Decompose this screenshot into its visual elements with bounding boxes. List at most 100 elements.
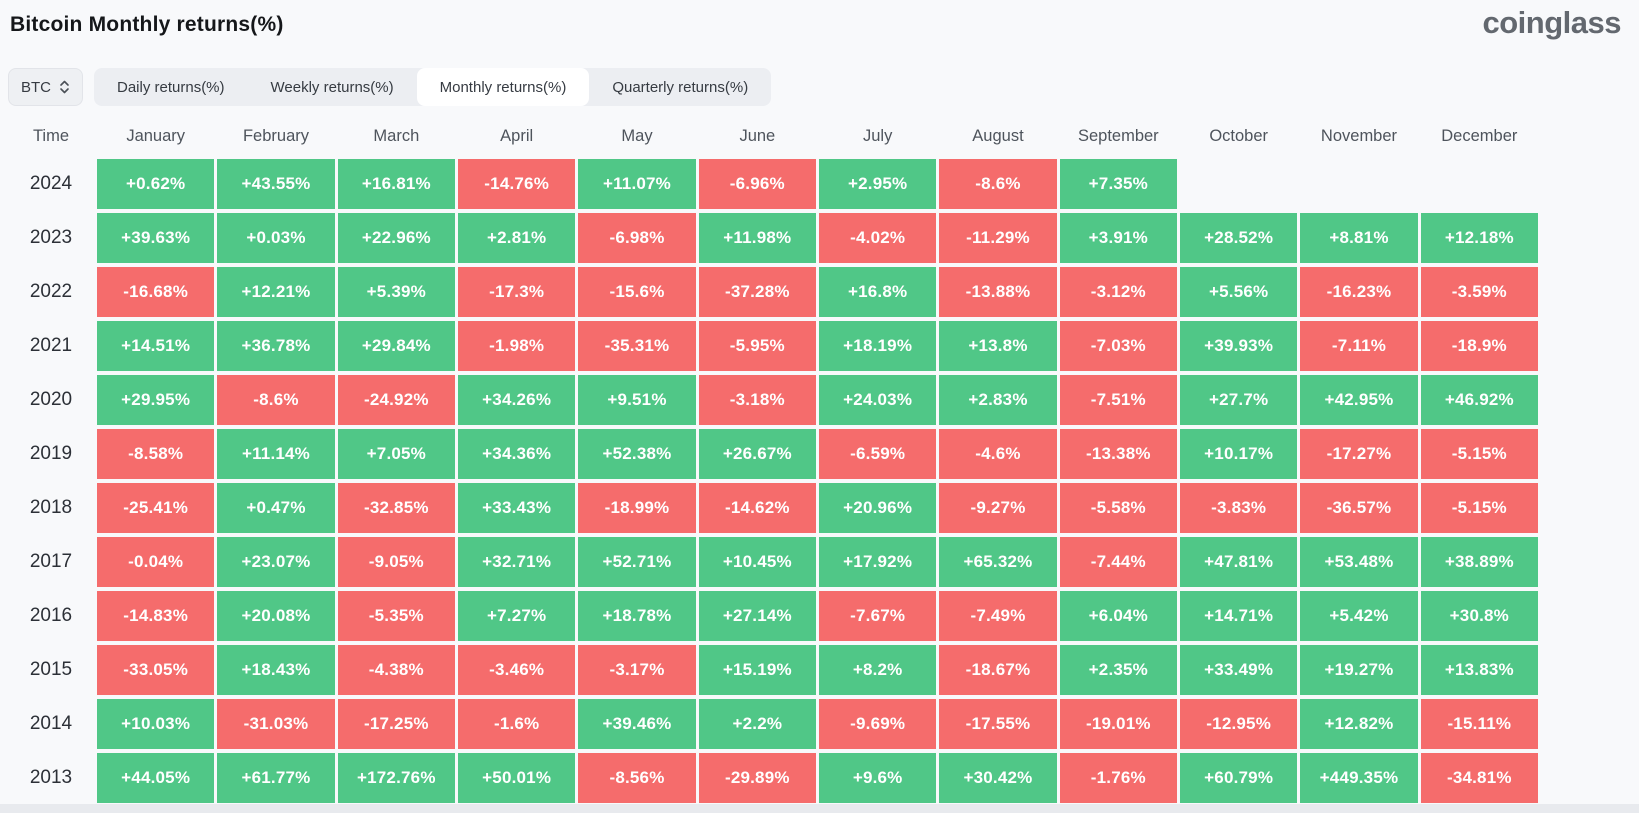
return-cell[interactable]: -13.38% bbox=[1059, 429, 1177, 479]
return-cell[interactable]: -3.59% bbox=[1420, 267, 1538, 317]
return-cell[interactable]: +20.08% bbox=[217, 591, 335, 641]
return-cell[interactable]: -13.88% bbox=[939, 267, 1057, 317]
return-cell[interactable]: +10.03% bbox=[97, 699, 215, 749]
return-cell[interactable]: -14.83% bbox=[97, 591, 215, 641]
return-cell[interactable]: +34.26% bbox=[458, 375, 576, 425]
return-cell[interactable]: +26.67% bbox=[698, 429, 816, 479]
return-cell[interactable]: +50.01% bbox=[458, 753, 576, 803]
return-cell[interactable]: +10.45% bbox=[698, 537, 816, 587]
return-cell[interactable]: -35.31% bbox=[578, 321, 696, 371]
return-cell[interactable]: +24.03% bbox=[819, 375, 937, 425]
return-cell[interactable]: -14.76% bbox=[458, 159, 576, 209]
tab-quarterly-returns[interactable]: Quarterly returns(%) bbox=[612, 78, 749, 96]
return-cell[interactable]: -18.9% bbox=[1420, 321, 1538, 371]
return-cell[interactable]: -1.98% bbox=[458, 321, 576, 371]
return-cell[interactable]: -1.6% bbox=[458, 699, 576, 749]
return-cell[interactable]: +2.95% bbox=[819, 159, 937, 209]
return-cell[interactable]: -29.89% bbox=[698, 753, 816, 803]
return-cell[interactable]: +15.19% bbox=[698, 645, 816, 695]
return-cell[interactable]: +18.19% bbox=[819, 321, 937, 371]
return-cell[interactable]: +39.93% bbox=[1180, 321, 1298, 371]
return-cell[interactable]: +52.71% bbox=[578, 537, 696, 587]
return-cell[interactable]: -9.05% bbox=[337, 537, 455, 587]
return-cell[interactable]: -33.05% bbox=[97, 645, 215, 695]
return-cell[interactable]: +27.7% bbox=[1180, 375, 1298, 425]
return-cell[interactable]: +2.81% bbox=[458, 213, 576, 263]
return-cell[interactable]: +18.78% bbox=[578, 591, 696, 641]
return-cell[interactable]: +16.81% bbox=[337, 159, 455, 209]
return-cell[interactable]: -15.11% bbox=[1420, 699, 1538, 749]
return-cell[interactable]: +14.51% bbox=[97, 321, 215, 371]
return-cell[interactable]: -25.41% bbox=[97, 483, 215, 533]
return-cell[interactable]: +33.43% bbox=[458, 483, 576, 533]
return-cell[interactable]: +13.8% bbox=[939, 321, 1057, 371]
return-cell[interactable]: -9.27% bbox=[939, 483, 1057, 533]
return-cell[interactable]: -5.35% bbox=[337, 591, 455, 641]
return-cell[interactable]: -5.15% bbox=[1420, 483, 1538, 533]
return-cell[interactable]: -12.95% bbox=[1180, 699, 1298, 749]
return-cell[interactable]: +19.27% bbox=[1300, 645, 1418, 695]
return-cell[interactable]: +53.48% bbox=[1300, 537, 1418, 587]
return-cell[interactable]: -5.15% bbox=[1420, 429, 1538, 479]
return-cell[interactable]: +5.42% bbox=[1300, 591, 1418, 641]
return-cell[interactable]: -24.92% bbox=[337, 375, 455, 425]
return-cell[interactable]: -7.51% bbox=[1059, 375, 1177, 425]
return-cell[interactable]: -36.57% bbox=[1300, 483, 1418, 533]
return-cell[interactable]: -3.12% bbox=[1059, 267, 1177, 317]
return-cell[interactable]: +172.76% bbox=[337, 753, 455, 803]
return-cell[interactable]: -8.56% bbox=[578, 753, 696, 803]
horizontal-scrollbar[interactable] bbox=[0, 804, 1639, 813]
return-cell[interactable]: +30.42% bbox=[939, 753, 1057, 803]
return-cell[interactable]: +34.36% bbox=[458, 429, 576, 479]
return-cell[interactable]: -8.6% bbox=[217, 375, 335, 425]
return-cell[interactable]: +11.14% bbox=[217, 429, 335, 479]
return-cell[interactable]: +9.51% bbox=[578, 375, 696, 425]
return-cell[interactable]: +5.56% bbox=[1180, 267, 1298, 317]
return-cell[interactable]: -3.46% bbox=[458, 645, 576, 695]
return-cell[interactable]: +61.77% bbox=[217, 753, 335, 803]
return-cell[interactable]: +38.89% bbox=[1420, 537, 1538, 587]
return-cell[interactable]: +0.62% bbox=[97, 159, 215, 209]
return-cell[interactable]: -7.11% bbox=[1300, 321, 1418, 371]
return-cell[interactable]: +17.92% bbox=[819, 537, 937, 587]
return-cell[interactable]: +36.78% bbox=[217, 321, 335, 371]
return-cell[interactable]: +22.96% bbox=[337, 213, 455, 263]
return-cell[interactable]: +449.35% bbox=[1300, 753, 1418, 803]
return-cell[interactable]: -18.67% bbox=[939, 645, 1057, 695]
return-cell[interactable]: +65.32% bbox=[939, 537, 1057, 587]
return-cell[interactable]: +12.18% bbox=[1420, 213, 1538, 263]
return-cell[interactable]: -19.01% bbox=[1059, 699, 1177, 749]
return-cell[interactable]: +27.14% bbox=[698, 591, 816, 641]
return-cell[interactable]: +8.81% bbox=[1300, 213, 1418, 263]
return-cell[interactable]: +16.8% bbox=[819, 267, 937, 317]
return-cell[interactable]: +42.95% bbox=[1300, 375, 1418, 425]
return-cell[interactable]: -15.6% bbox=[578, 267, 696, 317]
return-cell[interactable]: -9.69% bbox=[819, 699, 937, 749]
tab-monthly-returns[interactable]: Monthly returns(%) bbox=[416, 68, 590, 106]
return-cell[interactable]: +6.04% bbox=[1059, 591, 1177, 641]
return-cell[interactable]: -7.67% bbox=[819, 591, 937, 641]
return-cell[interactable]: +7.35% bbox=[1059, 159, 1177, 209]
return-cell[interactable]: -34.81% bbox=[1420, 753, 1538, 803]
return-cell[interactable]: +29.84% bbox=[337, 321, 455, 371]
symbol-select[interactable]: BTC bbox=[8, 68, 83, 106]
return-cell[interactable]: +20.96% bbox=[819, 483, 937, 533]
return-cell[interactable]: -7.49% bbox=[939, 591, 1057, 641]
return-cell[interactable]: -6.59% bbox=[819, 429, 937, 479]
return-cell[interactable]: +7.05% bbox=[337, 429, 455, 479]
return-cell[interactable]: +7.27% bbox=[458, 591, 576, 641]
return-cell[interactable]: -17.55% bbox=[939, 699, 1057, 749]
return-cell[interactable]: +32.71% bbox=[458, 537, 576, 587]
return-cell[interactable]: -7.03% bbox=[1059, 321, 1177, 371]
return-cell[interactable]: +28.52% bbox=[1180, 213, 1298, 263]
return-cell[interactable]: -18.99% bbox=[578, 483, 696, 533]
return-cell[interactable]: -17.3% bbox=[458, 267, 576, 317]
return-cell[interactable]: +43.55% bbox=[217, 159, 335, 209]
return-cell[interactable]: +3.91% bbox=[1059, 213, 1177, 263]
return-cell[interactable]: +14.71% bbox=[1180, 591, 1298, 641]
return-cell[interactable]: +47.81% bbox=[1180, 537, 1298, 587]
return-cell[interactable]: -3.83% bbox=[1180, 483, 1298, 533]
return-cell[interactable]: +2.2% bbox=[698, 699, 816, 749]
return-cell[interactable]: -0.04% bbox=[97, 537, 215, 587]
return-cell[interactable]: -37.28% bbox=[698, 267, 816, 317]
